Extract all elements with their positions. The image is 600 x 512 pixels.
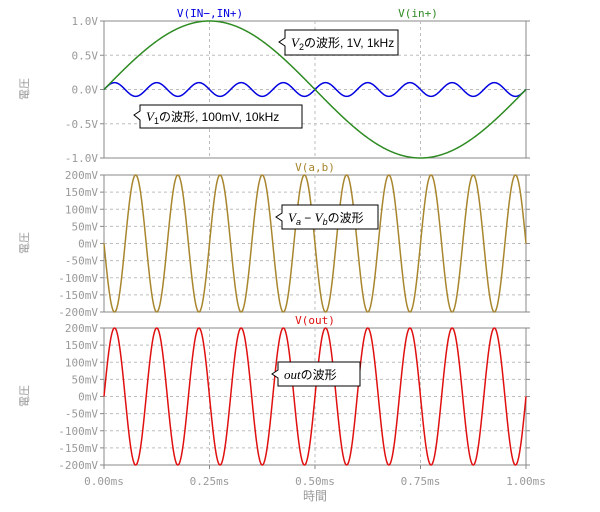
panel-3-trace-0 bbox=[103, 327, 527, 466]
panel-1-ytick-label-4: -1.0V bbox=[65, 152, 98, 165]
annotation-v2: V2の波形, 1V, 1kHz bbox=[278, 29, 399, 56]
xtick-label-0: 0.00ms bbox=[84, 475, 124, 488]
xtick-label-3: 0.75ms bbox=[401, 475, 441, 488]
trace-label-v-ab: V(a,b) bbox=[295, 161, 335, 174]
panel-3: 200mV 150mV 100mV 50mV 0mV -50mV -100mV -150mV -… bbox=[18, 314, 546, 503]
panel-2-ytick-label-3: 50mV bbox=[72, 220, 99, 233]
annotation-vab: Va − Vbの波形 bbox=[275, 204, 379, 230]
panel-2-ytick-label-6: -100mV bbox=[58, 272, 98, 285]
panel-1-ytick-label-2: 0.0V bbox=[72, 84, 99, 97]
trace-label-v-in-plus: V(in+) bbox=[398, 7, 438, 20]
annotation-vab-text: Va − Vbの波形 bbox=[288, 210, 364, 227]
panel-2-ytick-label-1: 150mV bbox=[65, 186, 98, 199]
panel-3-ytick-label-5: -50mV bbox=[65, 408, 98, 421]
panel-2-ytick-label-5: -50mV bbox=[65, 255, 98, 268]
panel-3-ytick-label-0: 200mV bbox=[65, 322, 98, 335]
xtick-label-2: 0.50ms bbox=[295, 475, 335, 488]
panel-2-ytick-label-4: 0mV bbox=[78, 238, 98, 251]
panel-3-ytick-label-6: -100mV bbox=[58, 425, 98, 438]
panel-1-ytick-label-1: 0.5V bbox=[72, 49, 99, 62]
panel-3-ylabel: 電圧 bbox=[18, 385, 31, 407]
panel-3-ytick-label-8: -200mV bbox=[58, 459, 98, 472]
trace-label-v-in-diff: V(IN−,IN+) bbox=[177, 7, 243, 20]
trace-label-v-out: V(out) bbox=[295, 314, 335, 327]
annotation-v1: V1の波形, 100mV, 10kHz bbox=[133, 104, 303, 129]
panel-1: 1.0V 0.5V 0.0V -0.5V -1.0V 電圧 V(IN−,IN+) V(i… bbox=[18, 7, 530, 165]
panel-2-ytick-label-0: 200mV bbox=[65, 169, 98, 182]
annotation-out: outの波形 bbox=[271, 361, 361, 387]
panel-3-ytick-label-4: 0mV bbox=[78, 391, 98, 404]
panel-1-ytick-label-3: -0.5V bbox=[65, 118, 98, 131]
x-axis-label: 時間 bbox=[303, 489, 327, 503]
panel-2-ytick-label-8: -200mV bbox=[58, 306, 98, 319]
panel-2-ytick-label-7: -150mV bbox=[58, 289, 98, 302]
panel-2-ylabel: 電圧 bbox=[18, 232, 31, 254]
panel-1-trace-1 bbox=[103, 20, 527, 159]
annotation-out-text: outの波形 bbox=[284, 367, 337, 382]
panel-3-ytick-label-1: 150mV bbox=[65, 339, 98, 352]
panel-3-ytick-label-2: 100mV bbox=[65, 356, 98, 369]
annotation-v1-text: V1の波形, 100mV, 10kHz bbox=[146, 109, 279, 126]
panel-1-ylabel: 電圧 bbox=[18, 78, 31, 100]
panel-2-ytick-label-2: 100mV bbox=[65, 203, 98, 216]
panel-1-ytick-label-0: 1.0V bbox=[72, 15, 99, 28]
panel-3-ytick-label-7: -150mV bbox=[58, 442, 98, 455]
annotation-v2-text: V2の波形, 1V, 1kHz bbox=[291, 35, 394, 52]
xtick-label-4: 1.00ms bbox=[506, 475, 546, 488]
xtick-label-1: 0.25ms bbox=[190, 475, 230, 488]
panel-3-ytick-label-3: 50mV bbox=[72, 373, 99, 386]
panel-2: 200mV 150mV 100mV 50mV 0mV -50mV -100mV -150mV -… bbox=[18, 161, 530, 319]
panel-2-trace-0 bbox=[103, 174, 527, 313]
